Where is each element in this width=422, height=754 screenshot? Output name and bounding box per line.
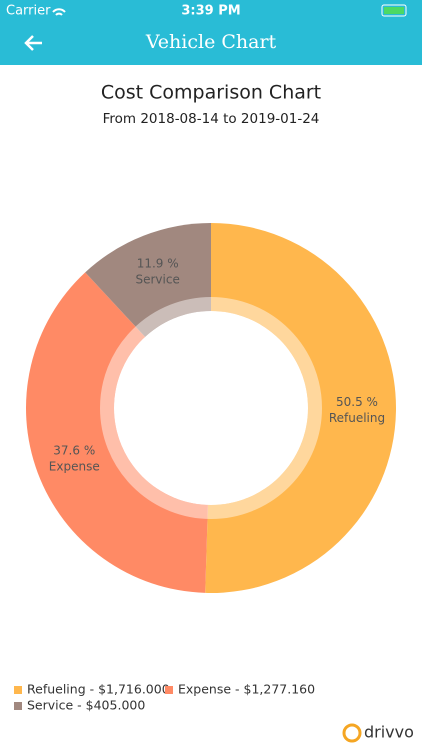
slice-category-label: Service <box>136 273 180 287</box>
slice-value-label: 11.9 % <box>137 257 179 271</box>
brand-logo <box>342 723 362 743</box>
slice-category-label: Refueling <box>329 411 385 425</box>
slice-value-label: 50.5 % <box>336 395 378 409</box>
donut-hole <box>114 311 308 505</box>
brand-name: drivvo <box>364 723 414 742</box>
legend: Refueling - $1,716.000 Expense - $1,277.1… <box>14 682 315 713</box>
legend-swatch <box>14 686 22 694</box>
legend-swatch <box>165 686 173 694</box>
legend-label: Refueling - $1,716.000 <box>27 682 170 697</box>
battery <box>381 4 407 17</box>
slice-category-label: Expense <box>49 460 100 474</box>
page-title: Vehicle Chart <box>145 31 277 53</box>
donut-chart: 50.5 % Refueling 37.6 % Expense 11.9 % Servic… <box>25 223 397 593</box>
clock: 3:39 PM <box>181 4 240 19</box>
slice-value-label: 37.6 % <box>53 444 95 458</box>
chart-title: Cost Comparison Chart <box>101 82 321 104</box>
back-button[interactable] <box>24 35 42 51</box>
carrier: Carrier <box>6 4 51 19</box>
battery-level <box>384 7 404 14</box>
legend-label: Service - $405.000 <box>27 698 145 713</box>
donut-ring <box>100 297 322 519</box>
app-bar <box>0 0 422 65</box>
wifi-icon <box>52 8 66 16</box>
legend-label: Expense - $1,277.160 <box>178 682 315 697</box>
chart-subtitle: From 2018-08-14 to 2019-01-24 <box>103 111 320 127</box>
legend-swatch <box>14 702 22 710</box>
